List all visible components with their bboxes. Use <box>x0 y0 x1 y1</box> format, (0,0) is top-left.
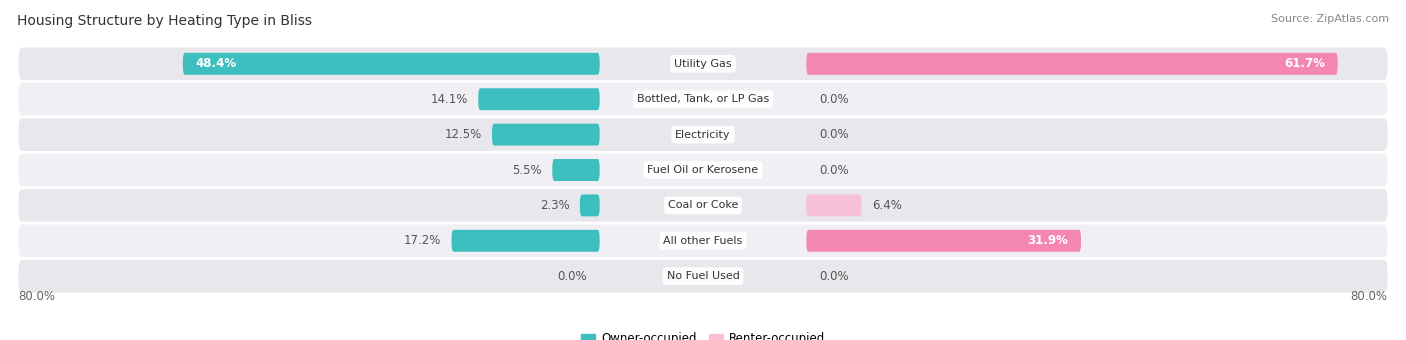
FancyBboxPatch shape <box>579 194 599 216</box>
Text: Source: ZipAtlas.com: Source: ZipAtlas.com <box>1271 14 1389 23</box>
Text: 31.9%: 31.9% <box>1028 234 1069 247</box>
Text: Electricity: Electricity <box>675 130 731 140</box>
Text: No Fuel Used: No Fuel Used <box>666 271 740 281</box>
FancyBboxPatch shape <box>807 230 1081 252</box>
Text: 48.4%: 48.4% <box>195 57 236 70</box>
Text: 0.0%: 0.0% <box>557 270 586 283</box>
FancyBboxPatch shape <box>183 53 599 75</box>
Text: 12.5%: 12.5% <box>444 128 482 141</box>
FancyBboxPatch shape <box>18 224 1388 257</box>
Text: 0.0%: 0.0% <box>820 128 849 141</box>
Text: 80.0%: 80.0% <box>1351 290 1388 303</box>
FancyBboxPatch shape <box>451 230 599 252</box>
FancyBboxPatch shape <box>553 159 599 181</box>
Text: Bottled, Tank, or LP Gas: Bottled, Tank, or LP Gas <box>637 94 769 104</box>
Text: 6.4%: 6.4% <box>872 199 901 212</box>
Text: Coal or Coke: Coal or Coke <box>668 200 738 210</box>
FancyBboxPatch shape <box>18 83 1388 116</box>
Text: Fuel Oil or Kerosene: Fuel Oil or Kerosene <box>647 165 759 175</box>
Text: 61.7%: 61.7% <box>1284 57 1324 70</box>
Text: 0.0%: 0.0% <box>820 164 849 176</box>
FancyBboxPatch shape <box>492 124 599 146</box>
FancyBboxPatch shape <box>18 189 1388 222</box>
FancyBboxPatch shape <box>18 154 1388 186</box>
FancyBboxPatch shape <box>478 88 599 110</box>
FancyBboxPatch shape <box>807 194 862 216</box>
Text: 0.0%: 0.0% <box>820 270 849 283</box>
Text: All other Fuels: All other Fuels <box>664 236 742 246</box>
FancyBboxPatch shape <box>18 48 1388 80</box>
Text: 14.1%: 14.1% <box>430 93 468 106</box>
Text: 2.3%: 2.3% <box>540 199 569 212</box>
Text: Utility Gas: Utility Gas <box>675 59 731 69</box>
FancyBboxPatch shape <box>18 118 1388 151</box>
Text: 17.2%: 17.2% <box>404 234 441 247</box>
Text: 0.0%: 0.0% <box>820 93 849 106</box>
FancyBboxPatch shape <box>18 260 1388 292</box>
Legend: Owner-occupied, Renter-occupied: Owner-occupied, Renter-occupied <box>576 328 830 340</box>
Text: 5.5%: 5.5% <box>512 164 541 176</box>
Text: 80.0%: 80.0% <box>18 290 55 303</box>
Text: Housing Structure by Heating Type in Bliss: Housing Structure by Heating Type in Bli… <box>17 14 312 28</box>
FancyBboxPatch shape <box>807 53 1337 75</box>
